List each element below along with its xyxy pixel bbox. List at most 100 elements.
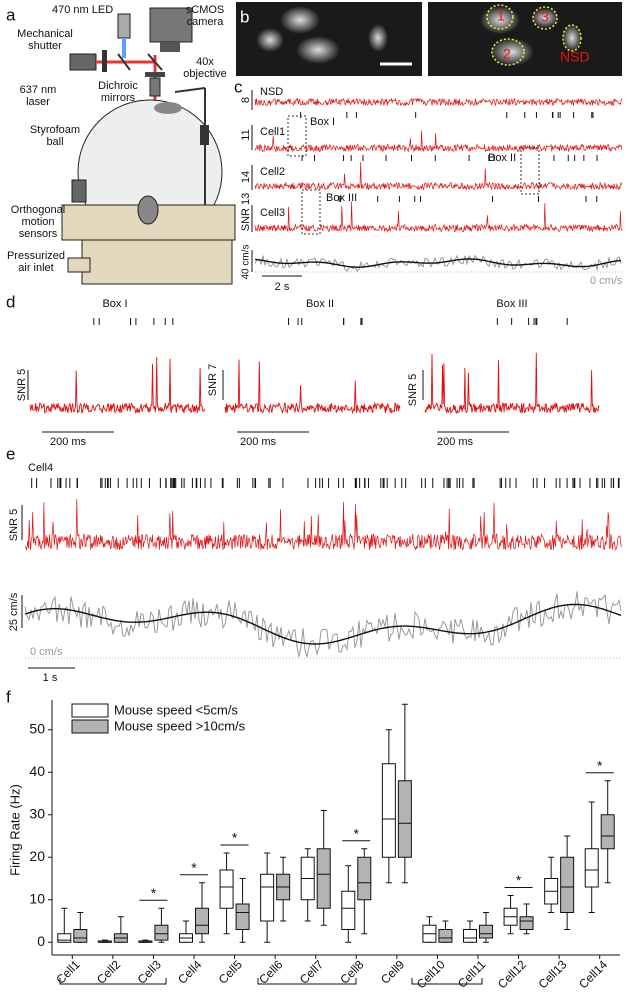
row-label: NSD: [260, 86, 283, 98]
x-tick-label: Cell7: [297, 957, 326, 986]
box-chart: f Firing Rate (Hz) 0 10 20 30 40 50 Cell1 Cell2…: [6, 687, 620, 991]
significance-label: *: [516, 872, 522, 888]
speed-smooth: [254, 258, 622, 268]
y-tick-label: 40: [29, 763, 45, 779]
box: [219, 869, 234, 909]
legend-swatch: [71, 719, 109, 734]
objective: [149, 77, 161, 97]
box-outlines: [287, 115, 540, 235]
sensor: [71, 179, 87, 203]
box: [584, 848, 599, 888]
x-tick-label: Cell14: [576, 957, 610, 991]
label: sCMOS: [186, 4, 225, 16]
x-tick-label: Cell8: [337, 957, 366, 986]
box: [479, 924, 493, 939]
label: camera: [187, 16, 225, 28]
x-tick-label: Cell3: [135, 957, 164, 986]
scale-label: 1 s: [43, 672, 58, 684]
box-title: Box I: [102, 298, 127, 310]
box: [154, 924, 169, 941]
box: [73, 929, 88, 943]
x-tick-label: Cell4: [175, 957, 204, 986]
camera: [149, 7, 193, 43]
label: Orthogonal: [11, 204, 65, 216]
trace: [424, 352, 600, 415]
panel-c: c NSD Cell1 Cell2 Cell3 8 11 14 SNR 13 4…: [234, 77, 623, 292]
scale-label: SNR 5: [407, 374, 419, 406]
box: [560, 856, 575, 913]
panel-letter: e: [6, 444, 15, 463]
air-box: [81, 239, 233, 285]
sensor: [137, 195, 159, 225]
trace: [254, 130, 623, 153]
y-tick-label: 20: [29, 848, 45, 864]
label: 470 nm LED: [52, 4, 113, 16]
mirror: [117, 53, 131, 71]
box-title: Box II: [306, 298, 334, 310]
label: air inlet: [18, 262, 53, 274]
x-tick-label: Cell6: [256, 957, 285, 986]
image: [428, 2, 622, 76]
holder: [174, 87, 206, 93]
panel-d: d Box I Box II Box III SNR 5 SNR 7 SNR 5…: [6, 292, 528, 447]
panel-letter: a: [6, 5, 16, 24]
laser: [69, 53, 97, 71]
box: [381, 763, 396, 858]
box: [463, 929, 477, 943]
row-label: Cell4: [28, 462, 53, 474]
box: [438, 929, 453, 943]
shutter: [102, 50, 107, 72]
x-tick-label: Cell13: [536, 957, 570, 991]
box: [341, 890, 356, 930]
x-tick-label: Cell5: [216, 957, 245, 986]
roi-outlines: [486, 4, 582, 66]
label: Mechanical: [17, 28, 73, 40]
box-title: Box III: [496, 298, 527, 310]
scale-label: SNR 13: [240, 193, 252, 232]
scale-label: 200 ms: [50, 436, 87, 448]
scale-label: SNR 5: [8, 509, 20, 541]
panel-b: b 1 2 3 NSD: [236, 2, 622, 76]
significance-label: *: [191, 859, 197, 875]
label: objective: [183, 68, 226, 80]
trace: [29, 357, 206, 415]
box: [235, 903, 250, 930]
panel-letter: f: [6, 687, 11, 706]
speed-raw: [24, 591, 622, 657]
scale-label: 200 ms: [437, 436, 474, 448]
camera-mount: [160, 42, 180, 52]
cells: [256, 6, 582, 66]
box: [260, 873, 275, 922]
category-brackets: [59, 978, 483, 985]
legend-label: Mouse speed <5cm/s: [114, 702, 238, 717]
x-tick-label: Cell10: [414, 957, 448, 991]
box-label: Box II: [488, 152, 516, 164]
box: [316, 848, 331, 909]
roi-label: NSD: [560, 49, 590, 65]
y-tick-label: 50: [29, 720, 45, 736]
box: [195, 907, 209, 935]
x-tick-label: Cell11: [455, 957, 489, 991]
label: Pressurized: [7, 250, 65, 262]
row-label: Cell1: [260, 126, 285, 138]
box-label: Box I: [310, 116, 335, 128]
scale-label: 25 cm/s: [8, 592, 20, 631]
label: 40x: [196, 56, 214, 68]
box: [600, 814, 615, 850]
legend-swatch: [71, 703, 109, 718]
speed-smooth: [24, 603, 622, 645]
label: ball: [46, 136, 63, 148]
scale-label: 8: [240, 97, 252, 103]
legend-label: Mouse speed >10cm/s: [114, 718, 246, 733]
x-tick-label: Cell9: [378, 957, 407, 986]
x-tick-label: Cell2: [94, 957, 123, 986]
zero-label: 0 cm/s: [30, 646, 63, 658]
box: [519, 916, 534, 930]
box: [57, 933, 72, 943]
trace: [254, 201, 623, 233]
label: motion: [21, 216, 54, 228]
scale-label: 14: [240, 171, 252, 183]
roi-label: 3: [541, 9, 549, 25]
scale-label: 11: [240, 129, 252, 140]
roi-label: 1: [497, 8, 505, 24]
